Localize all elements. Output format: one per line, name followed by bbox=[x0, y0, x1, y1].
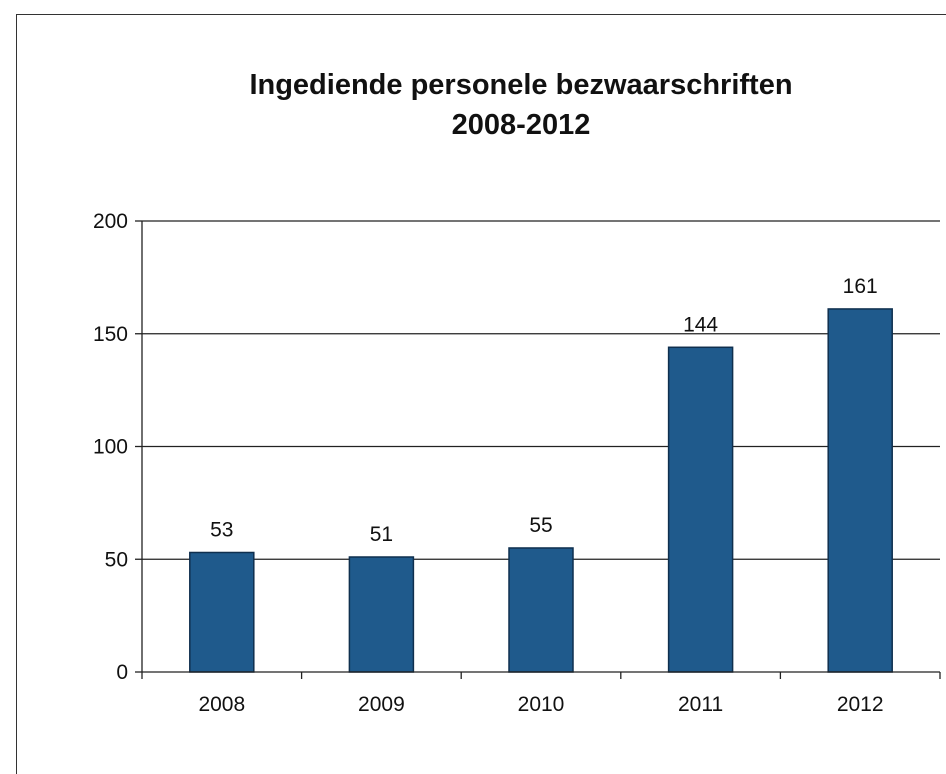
chart-frame bbox=[16, 14, 946, 774]
chart-subtitle: 2008-2012 bbox=[452, 109, 591, 141]
y-tick-label: 150 bbox=[93, 323, 128, 346]
bar-2009 bbox=[348, 556, 415, 673]
x-tick-label-2009: 2009 bbox=[358, 693, 405, 716]
x-tick-label-2012: 2012 bbox=[837, 693, 884, 716]
data-label-2009: 51 bbox=[370, 523, 393, 546]
x-tick-label-2008: 2008 bbox=[198, 693, 245, 716]
bar-2010 bbox=[508, 547, 574, 673]
x-tick-label-2010: 2010 bbox=[518, 693, 565, 716]
bars bbox=[189, 308, 893, 673]
y-tick-label: 50 bbox=[105, 548, 128, 571]
bar-2012 bbox=[827, 308, 893, 673]
data-labels: 53 51 55 144 161 bbox=[210, 275, 878, 546]
data-label-2008: 53 bbox=[210, 518, 233, 541]
chart-title: Ingediende personele bezwaarschriften bbox=[249, 69, 792, 101]
data-label-2012: 161 bbox=[843, 275, 878, 298]
bar-2011 bbox=[667, 346, 734, 673]
data-label-2011: 144 bbox=[683, 313, 718, 336]
y-tick-label: 100 bbox=[93, 436, 128, 459]
bar-2008 bbox=[189, 551, 255, 673]
data-label-2010: 55 bbox=[529, 514, 552, 537]
axes: 0 50 100 150 200 2008 2009 2010 2011 2012 bbox=[93, 210, 941, 716]
y-tick-label: 200 bbox=[93, 210, 128, 233]
y-tick-label: 0 bbox=[116, 661, 128, 684]
x-tick-label-2011: 2011 bbox=[678, 693, 723, 716]
gridlines bbox=[142, 220, 940, 560]
